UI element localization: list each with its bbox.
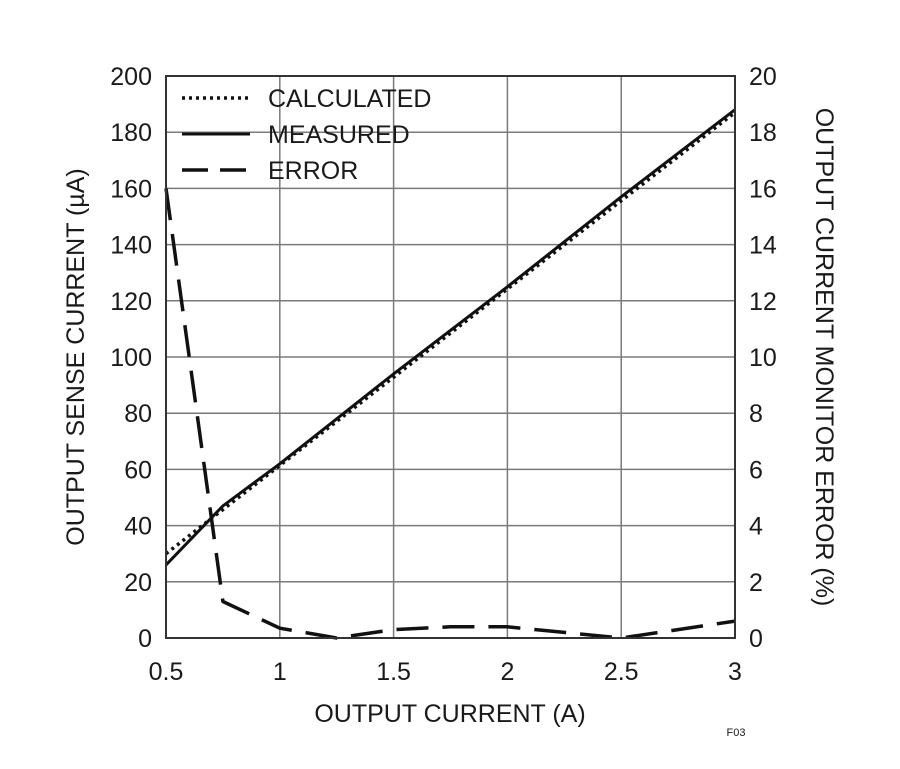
left-y-tick-label: 80: [124, 400, 152, 428]
right-y-tick-label: 4: [749, 513, 763, 541]
left-y-axis-title: OUTPUT SENSE CURRENT (µA): [62, 168, 90, 545]
legend-label-measured: MEASURED: [268, 121, 410, 149]
right-y-tick-label: 10: [749, 344, 777, 372]
left-y-tick-label: 20: [124, 569, 152, 597]
left-y-tick-label: 200: [110, 63, 152, 91]
right-y-tick-labels: 0 2 4 6 8 10 12 14 16 18 20: [749, 63, 777, 653]
plot-frame: [165, 75, 736, 639]
right-y-tick-label: 0: [749, 625, 763, 653]
left-y-tick-label: 40: [124, 513, 152, 541]
x-axis-title: OUTPUT CURRENT (A): [314, 700, 585, 728]
right-y-tick-label: 18: [749, 119, 777, 147]
series-line-calculated: [164, 111, 737, 556]
right-y-tick-label: 20: [749, 63, 777, 91]
series-line-measured: [164, 108, 736, 566]
grid: [166, 76, 735, 638]
x-tick-label: 2: [500, 658, 514, 686]
x-tick-label: 2.5: [604, 658, 639, 686]
x-tick-labels: 0.5 1 1.5 2 2.5 3: [149, 658, 742, 686]
series-layer: [164, 108, 737, 640]
x-tick-label: 1.5: [376, 658, 411, 686]
figure-id: F03: [727, 727, 746, 739]
right-y-tick-label: 2: [749, 569, 763, 597]
legend-label-error: ERROR: [268, 157, 358, 185]
series-line-error: [164, 188, 736, 640]
right-y-tick-label: 14: [749, 232, 777, 260]
left-y-tick-label: 120: [110, 288, 152, 316]
left-y-tick-labels: 0 20 40 60 80 100 120 140 160 180 200: [110, 63, 152, 653]
left-y-tick-label: 160: [110, 175, 152, 203]
legend: CALCULATED MEASURED ERROR: [182, 85, 431, 185]
x-tick-label: 0.5: [149, 658, 184, 686]
x-tick-label: 3: [728, 658, 742, 686]
left-y-tick-label: 60: [124, 456, 152, 484]
right-y-tick-label: 12: [749, 288, 777, 316]
right-y-axis-title: OUTPUT CURRENT MONITOR ERROR (%): [810, 108, 838, 607]
left-y-tick-label: 100: [110, 344, 152, 372]
left-y-tick-label: 0: [138, 625, 152, 653]
right-y-tick-label: 8: [749, 400, 763, 428]
left-y-tick-label: 140: [110, 232, 152, 260]
right-y-tick-label: 6: [749, 456, 763, 484]
left-y-tick-label: 180: [110, 119, 152, 147]
legend-label-calculated: CALCULATED: [268, 85, 431, 113]
right-y-tick-label: 16: [749, 175, 777, 203]
x-tick-label: 1: [273, 658, 287, 686]
